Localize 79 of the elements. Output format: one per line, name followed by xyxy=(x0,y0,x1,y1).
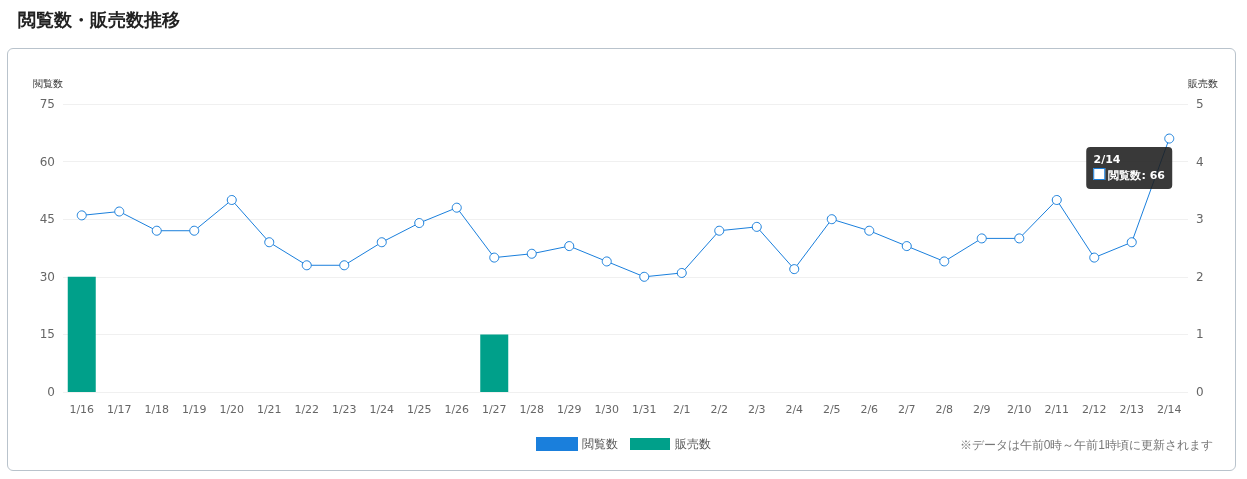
point xyxy=(826,214,837,225)
x-tick-label: 2/5 xyxy=(822,403,841,416)
point xyxy=(451,202,462,213)
point xyxy=(1126,237,1137,248)
point xyxy=(789,264,800,275)
annotation: 2/14 閲覧数: 66 xyxy=(1093,151,1166,184)
point xyxy=(301,260,312,271)
point xyxy=(489,252,500,263)
x-tick-label: 1/17 xyxy=(106,403,132,416)
x-tick-label: 1/23 xyxy=(331,403,357,416)
point xyxy=(264,237,275,248)
point xyxy=(864,225,875,236)
point xyxy=(76,210,87,221)
x-tick-label: 1/21 xyxy=(256,403,282,416)
point xyxy=(714,225,725,236)
text: ※データは午前0時～午前1時頃に更新されます xyxy=(959,438,1214,452)
y-tick-label: 0 xyxy=(47,385,55,399)
point xyxy=(414,218,425,229)
x-tick-label: 1/25 xyxy=(406,403,432,416)
point xyxy=(601,256,612,267)
point xyxy=(114,206,125,217)
y-tick-label: 75 xyxy=(39,97,55,111)
chart-title: 閲覧数・販売数推移 xyxy=(18,8,180,32)
x-tick-label: 2/3 xyxy=(747,403,766,416)
y2-tick-label: 5 xyxy=(1196,97,1204,111)
y2-tick-label: 2 xyxy=(1196,269,1204,284)
y2-tick-label: 3 xyxy=(1196,212,1204,227)
legend-label: 閲覧数 xyxy=(582,437,618,451)
x-tick-label: 2/9 xyxy=(972,403,991,416)
x-tick-label: 1/30 xyxy=(594,403,620,416)
point xyxy=(976,233,987,244)
point xyxy=(564,241,575,252)
y-tick-label: 30 xyxy=(39,269,55,284)
point xyxy=(901,241,912,252)
x-tick-label: 2/12 xyxy=(1081,403,1107,416)
y2-tick-label: 0 xyxy=(1196,385,1204,399)
y-tick-label: 60 xyxy=(39,154,55,169)
point xyxy=(339,260,350,271)
x-tick-label: 2/1 xyxy=(672,403,691,416)
point xyxy=(1051,195,1062,205)
point xyxy=(751,221,762,232)
legend-label: 販売数 xyxy=(675,437,711,451)
x-tick-label: 2/13 xyxy=(1119,403,1145,416)
y2-tick-label: 1 xyxy=(1196,327,1204,342)
y-tick-label: 15 xyxy=(39,327,55,342)
x-tick-label: 1/29 xyxy=(556,403,582,416)
x-tick-label: 1/28 xyxy=(519,403,545,416)
y-axis-title: 閲覧数 xyxy=(33,77,63,89)
x-tick-label: 2/6 xyxy=(860,403,879,416)
x-tick-label: 2/11 xyxy=(1044,403,1070,416)
x-tick-label: 2/4 xyxy=(785,403,804,416)
point xyxy=(189,225,200,236)
x-tick-label: 1/22 xyxy=(294,403,320,416)
x-tick-label: 1/16 xyxy=(69,403,95,416)
x-tick-label: 2/14 xyxy=(1156,403,1182,416)
point xyxy=(1014,233,1025,244)
point xyxy=(939,256,950,267)
x-tick-label: 1/19 xyxy=(181,403,207,416)
y2-tick-label: 4 xyxy=(1196,154,1204,169)
x-tick-label: 1/18 xyxy=(144,403,170,416)
x-tick-label: 2/10 xyxy=(1006,403,1032,416)
x-tick-label: 1/24 xyxy=(369,403,395,416)
x-tick-label: 1/27 xyxy=(481,403,507,416)
point xyxy=(526,248,537,259)
point xyxy=(676,267,687,278)
y-tick-label: 45 xyxy=(39,212,55,227)
point xyxy=(639,271,650,282)
x-tick-label: 2/8 xyxy=(935,403,954,416)
x-tick-label: 2/2 xyxy=(710,403,729,416)
point xyxy=(376,237,387,248)
point xyxy=(226,195,237,205)
point xyxy=(151,225,162,236)
x-tick-label: 1/20 xyxy=(219,403,245,416)
x-tick-label: 1/31 xyxy=(631,403,657,416)
x-tick-label: 2/7 xyxy=(897,403,916,416)
point xyxy=(1164,133,1175,144)
point xyxy=(1089,252,1100,263)
y2-axis-title: 販売数 xyxy=(1188,77,1218,89)
x-tick-label: 1/26 xyxy=(444,403,470,416)
